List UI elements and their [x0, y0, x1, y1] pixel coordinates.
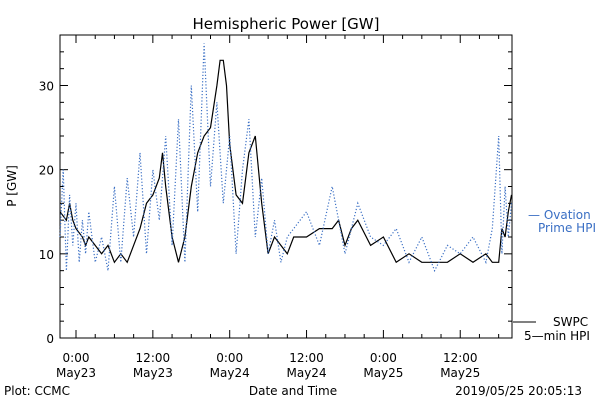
- x-tick-label-time: 12:00: [289, 351, 324, 365]
- x-tick-label-date: May25: [363, 366, 403, 380]
- legend-ovation-line2: Prime HPI: [538, 221, 596, 235]
- y-tick-label: 0: [46, 332, 54, 346]
- axis-ticks: [60, 34, 512, 339]
- legend-swpc-line1: SWPC: [553, 315, 588, 329]
- plot-frame: [59, 34, 513, 339]
- footer-timestamp: 2019/05/25 20:05:13: [455, 384, 582, 398]
- x-tick-labels: 0:00May2312:00May230:00May2412:00May240:…: [56, 351, 480, 380]
- x-tick-label-time: 0:00: [63, 351, 90, 365]
- series-ovation-prime: [59, 43, 513, 273]
- y-tick-label: 30: [39, 80, 54, 94]
- legend-ovation-line1: — Ovation: [528, 208, 591, 222]
- y-tick-label: 10: [39, 248, 54, 262]
- chart-title: Hemispheric Power [GW]: [193, 15, 380, 33]
- series-swpc: [59, 59, 513, 264]
- x-tick-label-date: May24: [210, 366, 250, 380]
- x-axis-label: Date and Time: [249, 384, 337, 398]
- x-tick-label-time: 12:00: [136, 351, 171, 365]
- x-tick-label-date: May23: [133, 366, 173, 380]
- y-tick-label: 20: [39, 164, 54, 178]
- legend-swpc-line2: 5—min HPI: [524, 329, 590, 343]
- series-layer: [59, 43, 513, 273]
- x-tick-label-date: May25: [440, 366, 480, 380]
- y-axis-label: P [GW]: [5, 165, 19, 207]
- x-tick-label-date: May24: [287, 366, 327, 380]
- x-tick-label-time: 0:00: [370, 351, 397, 365]
- footer-plot-credit: Plot: CCMC: [4, 384, 70, 398]
- y-tick-labels: 0 10 20 30: [39, 80, 54, 347]
- x-tick-label-time: 0:00: [216, 351, 243, 365]
- x-tick-label-time: 12:00: [443, 351, 478, 365]
- x-tick-label-date: May23: [56, 366, 96, 380]
